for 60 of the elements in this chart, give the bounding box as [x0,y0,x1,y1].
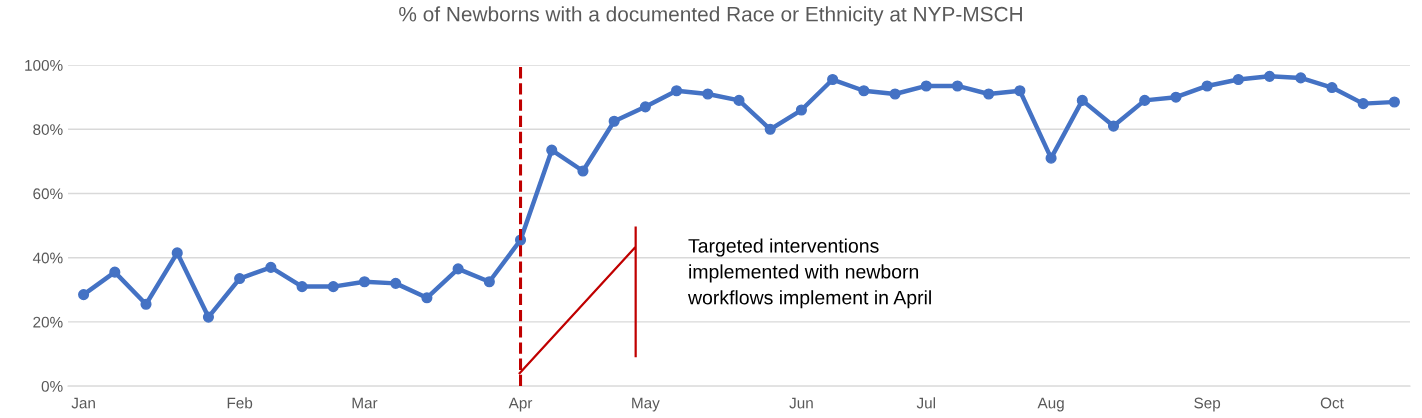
point [764,123,776,135]
point [733,94,745,106]
point [1326,82,1338,94]
point [390,277,402,289]
y-tick-label: 100% [25,59,63,71]
point [202,311,214,323]
point [1045,152,1057,164]
point [1264,70,1276,82]
y-tick-label: 80% [33,124,63,135]
x-tick-label: Oct [1320,397,1344,409]
point [951,80,964,92]
y-tick-label: 60% [33,188,63,200]
x-tick-label: Jul [916,397,935,409]
point [1357,98,1369,110]
point [546,144,558,156]
point [858,85,870,97]
point [639,101,651,113]
point [1170,91,1182,103]
point [140,298,152,310]
point [795,104,807,116]
point [1295,72,1307,84]
point [358,276,371,288]
point [1014,85,1026,97]
point [920,80,932,92]
point [327,281,339,293]
point [1388,96,1400,108]
x-tick-label: Feb [227,397,253,409]
point [702,88,714,100]
point [1107,120,1120,132]
point [452,263,464,275]
y-tick-label: 0% [41,380,63,392]
point [827,73,839,86]
point [671,85,683,97]
point [483,276,495,288]
point [983,88,995,100]
x-tick-label: Aug [1037,397,1064,412]
x-tick-label: Mar [352,397,378,409]
point [577,165,589,177]
point [1201,80,1213,92]
point [421,292,433,304]
chart-title: % of Newborns with a documented Race or Ethnicity at NYP-MSCH [399,6,1022,26]
y-tick-label: 20% [33,316,63,328]
point [1232,73,1244,86]
point [296,281,308,293]
x-tick-label: May [632,397,660,412]
point [889,88,901,100]
x-tick-label: Apr [508,397,533,412]
x-tick-label: Sep [1194,397,1221,412]
point [1139,94,1151,106]
point [171,247,183,259]
y-tick-label: 40% [32,252,63,264]
annotation: Targeted interventions implemented with newborn workflows implement in April [687,238,931,309]
x-tick-label: Jan [71,397,95,409]
point [608,115,620,127]
point [234,272,246,285]
x-tick-label: Jun [789,397,813,409]
point [265,261,277,273]
point [1076,94,1088,106]
point [78,289,90,301]
point [109,266,121,278]
